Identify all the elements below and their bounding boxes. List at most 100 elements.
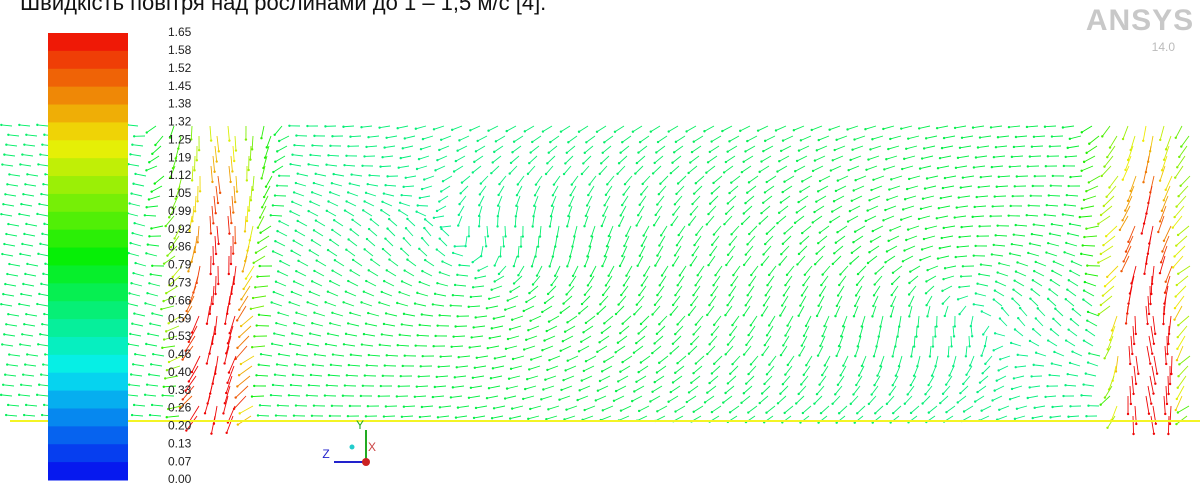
flow-head (905, 239, 907, 241)
flow-head (1102, 294, 1104, 296)
flow-head (851, 149, 853, 151)
flow-head (325, 343, 327, 345)
flow-vector (605, 196, 610, 205)
flow-vector (559, 396, 570, 400)
flow-head (343, 164, 345, 166)
flow-head (915, 335, 917, 337)
flow-head (452, 252, 454, 254)
flow-vector (348, 281, 358, 286)
flow-vector (344, 302, 354, 306)
flow-vector (469, 306, 480, 307)
flow-vector (552, 276, 558, 285)
flow-vector (440, 315, 451, 316)
flow-vector (405, 271, 414, 276)
flow-vector (708, 156, 717, 162)
flow-vector (904, 156, 915, 159)
flow-vector (474, 416, 485, 418)
flow-head (236, 385, 238, 387)
flow-vector (352, 175, 362, 176)
flow-head (23, 233, 25, 235)
flow-head (366, 364, 368, 366)
flow-head (1034, 175, 1036, 177)
flow-head (1071, 260, 1073, 262)
flow-head (421, 237, 423, 239)
flow-vector (20, 344, 31, 346)
flow-head (238, 374, 240, 376)
flow-vector (567, 406, 577, 410)
flow-vector (840, 266, 848, 274)
flow-head (636, 265, 638, 267)
flow-vector (314, 230, 323, 236)
flow-head (637, 371, 639, 373)
flow-vector (516, 206, 518, 216)
flow-vector (9, 264, 20, 266)
flow-vector (295, 365, 306, 366)
flow-vector (292, 251, 301, 256)
flow-head (613, 400, 615, 402)
flow-vector (471, 386, 482, 388)
flow-head (640, 193, 642, 195)
flow-head (306, 301, 308, 303)
flow-head (441, 260, 443, 262)
flow-vector (917, 356, 920, 366)
flow-vector (777, 216, 786, 223)
legend-label: 1.05 (168, 186, 192, 200)
flow-head (624, 183, 626, 185)
flow-head (1019, 307, 1021, 309)
flow-vector (568, 136, 577, 142)
legend-band (48, 51, 128, 69)
flow-head (1044, 126, 1046, 128)
flow-vector (479, 196, 484, 205)
flow-head (1153, 343, 1155, 345)
flow-head (674, 333, 676, 335)
flow-head (507, 299, 509, 301)
flow-vector (898, 326, 899, 337)
flow-vector (291, 164, 301, 166)
flow-vector (641, 186, 648, 194)
flow-vector (1148, 386, 1151, 404)
flow-head (1015, 224, 1017, 226)
flow-vector (404, 238, 411, 246)
flow-vector (600, 336, 609, 342)
flow-head (474, 316, 476, 318)
flow-head (907, 137, 909, 139)
flow-vector (1036, 318, 1043, 326)
flow-head (22, 373, 24, 375)
flow-head (273, 332, 275, 334)
flow-head (904, 403, 906, 405)
flow-vector (297, 354, 308, 356)
flow-head (1067, 147, 1069, 149)
flow-vector (815, 156, 825, 161)
flow-vector (347, 375, 358, 376)
flow-vector (416, 126, 426, 129)
flow-head (291, 332, 293, 334)
flow-vector (691, 336, 699, 344)
flow-vector (1018, 318, 1025, 326)
flow-head (743, 264, 745, 266)
flow-head (868, 403, 870, 405)
flow-vector (1082, 206, 1094, 209)
flow-vector (956, 256, 967, 257)
flow-vector (1089, 176, 1100, 182)
flow-vector (213, 156, 215, 172)
flow-head (361, 343, 363, 345)
flow-head (342, 301, 344, 303)
flow-head (295, 230, 297, 232)
flow-head (1009, 252, 1011, 254)
flow-vector (1131, 336, 1132, 354)
flow-vector (724, 166, 733, 172)
flow-head (313, 182, 315, 184)
flow-head (461, 181, 463, 183)
flow-vector (382, 334, 393, 336)
flow-vector (926, 226, 937, 229)
flow-head (750, 363, 752, 365)
flow-head (1070, 318, 1072, 320)
legend-band (48, 319, 128, 337)
flow-vector (696, 226, 703, 235)
flow-vector (744, 206, 752, 213)
flow-vector (890, 226, 901, 230)
flow-head (406, 258, 408, 260)
flow-head (566, 321, 568, 323)
flow-head (1048, 374, 1050, 376)
flow-head (365, 322, 367, 324)
